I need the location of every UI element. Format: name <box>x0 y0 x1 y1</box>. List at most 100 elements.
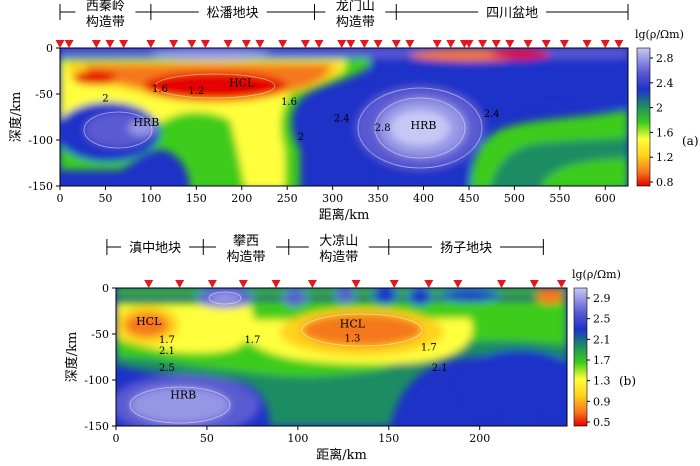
contour-label: 2.5 <box>159 363 175 374</box>
station-marker <box>391 40 401 48</box>
colorbar-tick-label: 2.1 <box>593 333 611 346</box>
contour-label: 1.7 <box>159 335 175 346</box>
x-tick-label: 100 <box>287 432 308 445</box>
station-marker <box>146 40 156 48</box>
station-marker <box>241 40 251 48</box>
contour-label: 2.1 <box>159 346 175 357</box>
station-marker <box>389 280 399 288</box>
station-marker <box>557 280 567 288</box>
colorbar-tick-label: 2.5 <box>593 313 611 326</box>
region-label: 攀西 <box>233 234 259 249</box>
y-tick-label: -100 <box>84 374 109 387</box>
station-marker <box>529 280 539 288</box>
station-marker <box>346 40 356 48</box>
region-label-line2: 构造带 <box>319 250 358 265</box>
station-marker <box>559 40 569 48</box>
y-tick-label: 0 <box>102 282 109 295</box>
station-marker <box>505 40 515 48</box>
y-axis-label: 深度/km <box>8 92 24 143</box>
zone-label: HRB <box>133 116 159 129</box>
contour-label: 1.7 <box>244 335 260 346</box>
zone-label: HCL <box>340 318 366 331</box>
y-tick-label: -100 <box>28 134 53 147</box>
station-marker <box>300 40 310 48</box>
x-tick-label: 50 <box>200 432 214 445</box>
x-tick-label: 100 <box>140 192 161 205</box>
y-axis-label: 深度/km <box>64 332 80 383</box>
plot-frame-b <box>115 287 568 427</box>
station-marker <box>271 280 281 288</box>
x-tick-label: 200 <box>469 432 490 445</box>
station-marker <box>359 40 369 48</box>
station-marker <box>169 40 179 48</box>
zone-label: HRB <box>411 119 437 132</box>
panel-label: (a) <box>682 134 699 148</box>
contour-label: 1.2 <box>188 86 204 97</box>
region-label-line2: 构造带 <box>336 15 375 30</box>
station-marker <box>238 280 248 288</box>
colorbar-tick-label: 0.8 <box>656 176 674 189</box>
station-marker <box>491 40 501 48</box>
station-marker <box>307 280 317 288</box>
contour-label: 1.7 <box>421 343 437 354</box>
station-marker <box>432 40 442 48</box>
contour-label: 1.3 <box>344 333 360 344</box>
region-label: 龙门山 <box>336 0 375 14</box>
station-marker <box>523 40 533 48</box>
station-marker <box>255 40 265 48</box>
station-marker <box>373 40 383 48</box>
station-marker <box>91 40 101 48</box>
plot-frame-a <box>59 47 629 187</box>
x-tick-label: 500 <box>504 192 525 205</box>
y-tick-label: -50 <box>35 88 53 101</box>
x-tick-label: 400 <box>413 192 434 205</box>
colorbar-b <box>573 287 588 427</box>
contour-label: 1.6 <box>281 97 297 108</box>
panel-b-section <box>116 288 567 426</box>
station-marker <box>446 40 456 48</box>
contour-label: 2.4 <box>334 114 350 125</box>
station-marker <box>119 40 129 48</box>
station-marker <box>105 40 115 48</box>
x-axis-label: 距离/km <box>319 207 370 223</box>
contour-label: 2 <box>102 93 108 104</box>
colorbar-tick-label: 2.8 <box>656 52 674 65</box>
contour-label: 2.1 <box>432 363 448 374</box>
station-marker <box>405 40 415 48</box>
zone-label: HCL <box>229 77 255 90</box>
region-label: 大凉山 <box>319 234 358 249</box>
colorbar-title: lg(ρ/Ωm) <box>635 28 684 41</box>
colorbar-title: lg(ρ/Ωm) <box>572 268 621 281</box>
region-label: 四川盆地 <box>486 6 538 21</box>
y-tick-label: -150 <box>28 180 53 193</box>
x-tick-label: 50 <box>98 192 112 205</box>
x-tick-label: 600 <box>595 192 616 205</box>
station-marker <box>223 40 233 48</box>
contour-label: 2.4 <box>484 109 500 120</box>
x-tick-label: 150 <box>186 192 207 205</box>
colorbar-tick-label: 0.9 <box>593 395 611 408</box>
x-tick-label: 150 <box>378 432 399 445</box>
contour-label: 2.8 <box>375 123 391 134</box>
colorbar-tick-label: 1.6 <box>656 126 674 139</box>
colorbar-tick-label: 2.4 <box>656 77 674 90</box>
x-axis-label: 距离/km <box>316 447 367 463</box>
zone-label: HRB <box>170 388 196 401</box>
station-marker <box>453 280 463 288</box>
station-marker <box>314 40 324 48</box>
region-label: 松潘地块 <box>207 6 259 21</box>
x-tick-label: 300 <box>322 192 343 205</box>
station-marker <box>337 40 347 48</box>
region-label-line2: 构造带 <box>86 15 125 30</box>
region-label: 滇中地块 <box>129 241 181 256</box>
station-marker <box>582 40 592 48</box>
station-marker <box>614 40 624 48</box>
colorbar-a <box>636 47 651 187</box>
x-tick-label: 250 <box>277 192 298 205</box>
contour-label: 2 <box>298 132 304 143</box>
station-marker <box>541 40 551 48</box>
contour-label: 1.6 <box>152 84 168 95</box>
region-label-line2: 构造带 <box>227 250 266 265</box>
x-tick-label: 550 <box>549 192 570 205</box>
